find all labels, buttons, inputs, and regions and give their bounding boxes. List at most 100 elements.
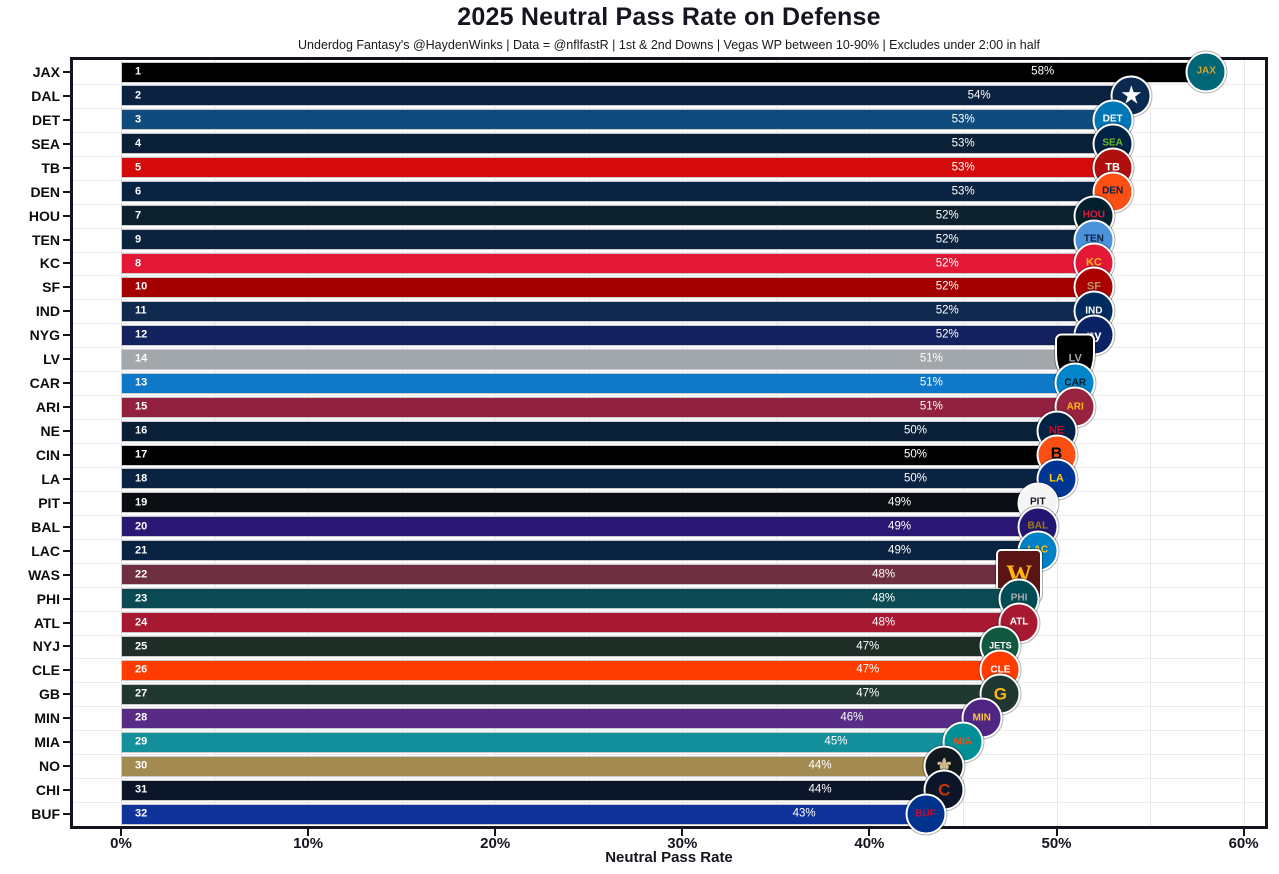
bar-ari: 15 51%	[121, 396, 1076, 418]
x-axis-tick	[1242, 829, 1245, 836]
rank-label: 17	[135, 448, 148, 461]
rank-label: 16	[135, 424, 148, 437]
y-axis-tick	[63, 549, 70, 552]
bar-tb: 5 53%	[121, 157, 1113, 179]
pct-label: 52%	[935, 256, 959, 269]
y-axis-label-ari: ARI	[35, 399, 60, 416]
y-axis-tick	[63, 334, 70, 337]
y-axis-tick	[63, 286, 70, 289]
horizontal-gridline	[73, 179, 1265, 181]
bar-lac: 21 49%	[121, 540, 1038, 562]
horizontal-gridline	[73, 203, 1265, 205]
bar-mia: 29 45%	[121, 731, 963, 753]
horizontal-gridline	[73, 562, 1265, 564]
bar-row-cin: 17 50% B	[73, 434, 1265, 476]
y-axis-label-la: LA	[41, 470, 60, 487]
y-axis-label-min: MIN	[34, 710, 60, 727]
bar-row-ne: 16 50% NE	[73, 410, 1265, 452]
bar-row-ari: 15 51% ARI	[73, 386, 1265, 428]
rank-label: 7	[135, 209, 142, 222]
horizontal-gridline	[73, 754, 1265, 756]
pct-label: 44%	[808, 783, 832, 796]
bar-nyj: 25 47%	[121, 636, 1001, 657]
pct-label: 52%	[935, 328, 959, 341]
bar-row-was: 22 48% W	[73, 548, 1265, 601]
bar-row-tb: 5 53% TB	[73, 147, 1265, 189]
pct-label: 52%	[935, 208, 959, 221]
bar-row-sea: 4 53% SEA	[73, 123, 1265, 165]
y-axis-label-nyg: NYG	[29, 327, 60, 344]
pct-label: 51%	[919, 376, 943, 389]
y-axis-label-sea: SEA	[31, 135, 60, 152]
rank-label: 14	[135, 352, 148, 365]
chart-title: 2025 Neutral Pass Rate on Defense	[457, 3, 881, 31]
x-axis-tick-label: 0%	[110, 835, 132, 852]
x-axis-title: Neutral Pass Rate	[605, 849, 733, 866]
y-axis-label-det: DET	[32, 111, 60, 128]
bar-row-mia: 29 45% MIA	[73, 721, 1265, 763]
pct-label: 53%	[951, 113, 975, 126]
horizontal-gridline	[73, 395, 1265, 397]
y-axis-tick	[63, 813, 70, 816]
bar-bal: 20 49%	[121, 516, 1038, 538]
y-axis-label-chi: CHI	[35, 782, 60, 799]
y-axis-label-pit: PIT	[38, 494, 60, 511]
pct-label: 53%	[951, 161, 975, 173]
atl-logo-icon: ATL	[998, 602, 1040, 644]
y-axis-tick	[63, 142, 70, 145]
x-axis-tick-label: 40%	[854, 835, 885, 852]
pct-label: 50%	[903, 424, 927, 437]
horizontal-gridline	[73, 586, 1265, 588]
bar-row-nyj: 25 47% JETS	[73, 625, 1265, 667]
rank-label: 11	[135, 304, 147, 317]
horizontal-gridline	[73, 299, 1265, 301]
rank-label: 28	[135, 711, 148, 724]
y-axis-tick	[63, 214, 70, 217]
rank-label: 2	[135, 89, 142, 102]
rank-label: 21	[135, 544, 148, 557]
pct-label: 47%	[856, 663, 880, 676]
bar-nyg: 12 52%	[121, 324, 1094, 346]
bar-det: 3 53%	[121, 109, 1113, 131]
y-axis-label-tb: TB	[41, 159, 60, 176]
plot-panel: 1 58% JAX 2 54% ★ 3 53% DET 4 53% SEA 5 53% TB 6 53% DEN 7…	[70, 51, 1268, 835]
bar-jax: 1 58%	[121, 61, 1207, 83]
rank-label: 29	[135, 735, 148, 748]
y-axis-label-dal: DAL	[31, 87, 60, 104]
bar-row-la: 18 50% LA	[73, 458, 1265, 500]
y-axis-label-car: CAR	[29, 375, 60, 392]
bar-row-phi: 23 48% PHI	[73, 578, 1265, 620]
pct-label: 52%	[935, 280, 959, 293]
rank-label: 19	[135, 496, 148, 509]
pct-label: 50%	[903, 448, 927, 461]
bar-row-min: 28 46% MIN	[73, 697, 1265, 739]
horizontal-gridline	[73, 706, 1265, 708]
y-axis-tick	[63, 262, 70, 265]
pct-label: 48%	[872, 591, 896, 604]
bar-row-no: 30 44% ⚜	[73, 745, 1265, 787]
pct-label: 52%	[935, 304, 959, 317]
horizontal-gridline	[73, 802, 1265, 804]
bar-row-bal: 20 49% BAL	[73, 506, 1265, 548]
bar-pit: 19 49%	[121, 492, 1038, 514]
horizontal-gridline	[73, 347, 1265, 349]
rank-label: 25	[135, 640, 148, 652]
bar-min: 28 46%	[121, 707, 982, 729]
y-axis-label-mia: MIA	[34, 734, 60, 751]
y-axis-tick	[63, 382, 70, 385]
rank-label: 15	[135, 400, 148, 413]
bar-lv: 14 51%	[121, 348, 1076, 370]
x-axis-tick	[681, 829, 684, 836]
jax-logo-icon: JAX	[1185, 51, 1227, 93]
horizontal-gridline	[73, 538, 1265, 540]
pct-label: 52%	[935, 232, 959, 245]
rank-label: 32	[135, 807, 148, 820]
horizontal-gridline	[73, 443, 1265, 444]
rank-label: 18	[135, 472, 148, 485]
bar-row-ten: 9 52% TEN	[73, 219, 1265, 261]
x-axis-tick	[494, 829, 497, 836]
bar-row-chi: 31 44% C	[73, 769, 1265, 811]
pct-label: 50%	[903, 472, 927, 485]
horizontal-gridline	[73, 682, 1265, 684]
horizontal-gridline	[73, 778, 1265, 780]
